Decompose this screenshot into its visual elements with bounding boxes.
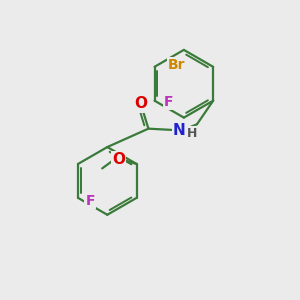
Text: F: F [164,95,173,109]
Text: O: O [134,96,147,111]
Text: Br: Br [168,58,185,72]
Text: F: F [85,194,95,208]
Text: O: O [112,152,125,167]
Text: H: H [187,127,197,140]
Text: N: N [173,123,186,138]
